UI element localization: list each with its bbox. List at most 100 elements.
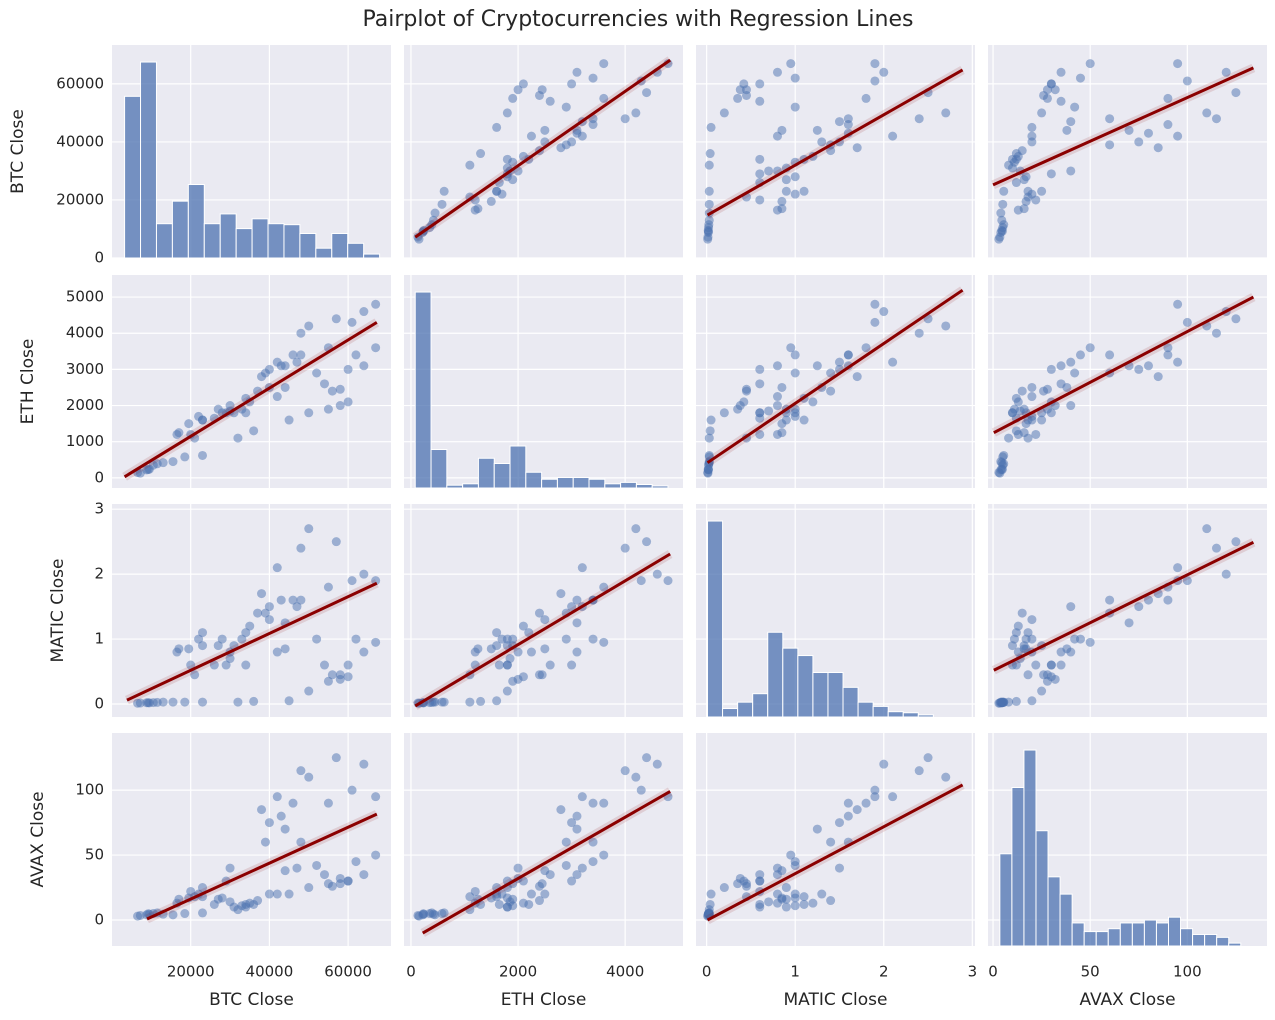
scatter-point (642, 88, 652, 98)
regression-line (421, 790, 671, 935)
scatter-point (241, 660, 251, 670)
scatter-point (430, 697, 440, 707)
y-tick-label: 100 (75, 781, 104, 799)
scatter-point (1027, 696, 1037, 706)
scatter-point (790, 857, 800, 867)
scatter-point (1066, 401, 1076, 411)
scatter-point (292, 863, 302, 873)
scatter-point (526, 647, 536, 657)
y-tick-label: 2 (94, 565, 104, 583)
hist-bar (917, 714, 934, 717)
scatter-point (198, 697, 208, 707)
scatter-point (790, 102, 800, 112)
scatter-point (870, 317, 880, 327)
scatter-point (636, 576, 646, 586)
scatter-point (502, 660, 512, 670)
hist-bar (1119, 922, 1133, 946)
scatter-point (486, 644, 496, 654)
scatter-point (225, 654, 235, 664)
scatter-point (1134, 602, 1144, 612)
scatter-point (180, 697, 190, 707)
scatter-point (812, 125, 822, 135)
scatter-point (540, 644, 550, 654)
scatter-point (327, 881, 337, 891)
scatter-point (331, 537, 341, 547)
scatter-point (705, 149, 715, 159)
scatter-point (1124, 618, 1134, 628)
scatter-point (561, 102, 571, 112)
scatter-point (158, 697, 168, 707)
scatter-point (133, 911, 143, 921)
x-tick-label: 0 (988, 963, 998, 981)
y-tick-label: 4000 (66, 324, 104, 342)
scatter-point (518, 79, 528, 89)
scatter-point (852, 805, 862, 815)
scatter-point (772, 401, 782, 411)
scatter-point (755, 195, 765, 205)
y-tick-label: 0 (94, 695, 104, 713)
scatter-point (870, 785, 880, 795)
scatter-point (704, 215, 714, 225)
scatter-point (304, 321, 314, 331)
scatter-point (1153, 143, 1163, 153)
scatter-point (556, 589, 566, 599)
scatter-point (1105, 595, 1115, 605)
hist-bar (651, 485, 669, 488)
scatter-point (233, 433, 243, 443)
scatter-point (524, 628, 534, 638)
scatter-point (172, 647, 182, 657)
scatter-point (439, 908, 449, 918)
hist-bar (842, 686, 859, 717)
x-axis-label: BTC Close (209, 990, 294, 1010)
hist-bar (604, 483, 622, 488)
hist-bar (1180, 928, 1194, 946)
scatter-point (704, 433, 714, 443)
scatter-point (323, 404, 333, 414)
scatter-point (704, 199, 714, 209)
scatter-point (572, 618, 582, 628)
scatter-point (1027, 122, 1037, 132)
regression-line (123, 321, 378, 479)
scatter-point (534, 608, 544, 618)
panel-background (988, 504, 1267, 717)
scatter-point (1182, 76, 1192, 86)
scatter-point (705, 899, 715, 909)
scatter-point (755, 870, 765, 880)
scatter-point (817, 889, 827, 899)
scatter-point (260, 368, 270, 378)
hist-bar (1047, 876, 1061, 946)
hist-bar (887, 711, 904, 717)
scatter-point (631, 772, 641, 782)
scatter-point (1062, 125, 1072, 135)
scatter-point (180, 909, 190, 919)
hist-bar (1143, 919, 1157, 946)
hist-bar (315, 247, 333, 258)
scatter-point (133, 698, 143, 708)
scatter-point (1011, 696, 1021, 706)
y-tick-label: 60000 (56, 74, 104, 92)
scatter-point (561, 140, 571, 150)
scatter-point (719, 883, 729, 893)
scatter-point (772, 392, 782, 402)
scatter-point (1143, 128, 1153, 138)
scatter-point (272, 392, 282, 402)
scatter-point (518, 621, 528, 631)
hist-bar (752, 693, 769, 717)
scatter-point (1007, 408, 1017, 418)
regression-line (993, 540, 1255, 672)
scatter-point (331, 753, 341, 763)
scatter-point (513, 647, 523, 657)
panel (994, 524, 1241, 708)
regression-line (706, 288, 964, 464)
scatter-point (1231, 537, 1241, 547)
scatter-point (351, 857, 361, 867)
scatter-point (296, 595, 306, 605)
scatter-point (264, 602, 274, 612)
scatter-point (225, 897, 235, 907)
scatter-point (781, 902, 791, 912)
hist-bar (203, 223, 221, 258)
scatter-point (272, 563, 282, 573)
scatter-point (755, 876, 765, 886)
scatter-point (371, 850, 381, 860)
scatter-point (296, 766, 306, 776)
